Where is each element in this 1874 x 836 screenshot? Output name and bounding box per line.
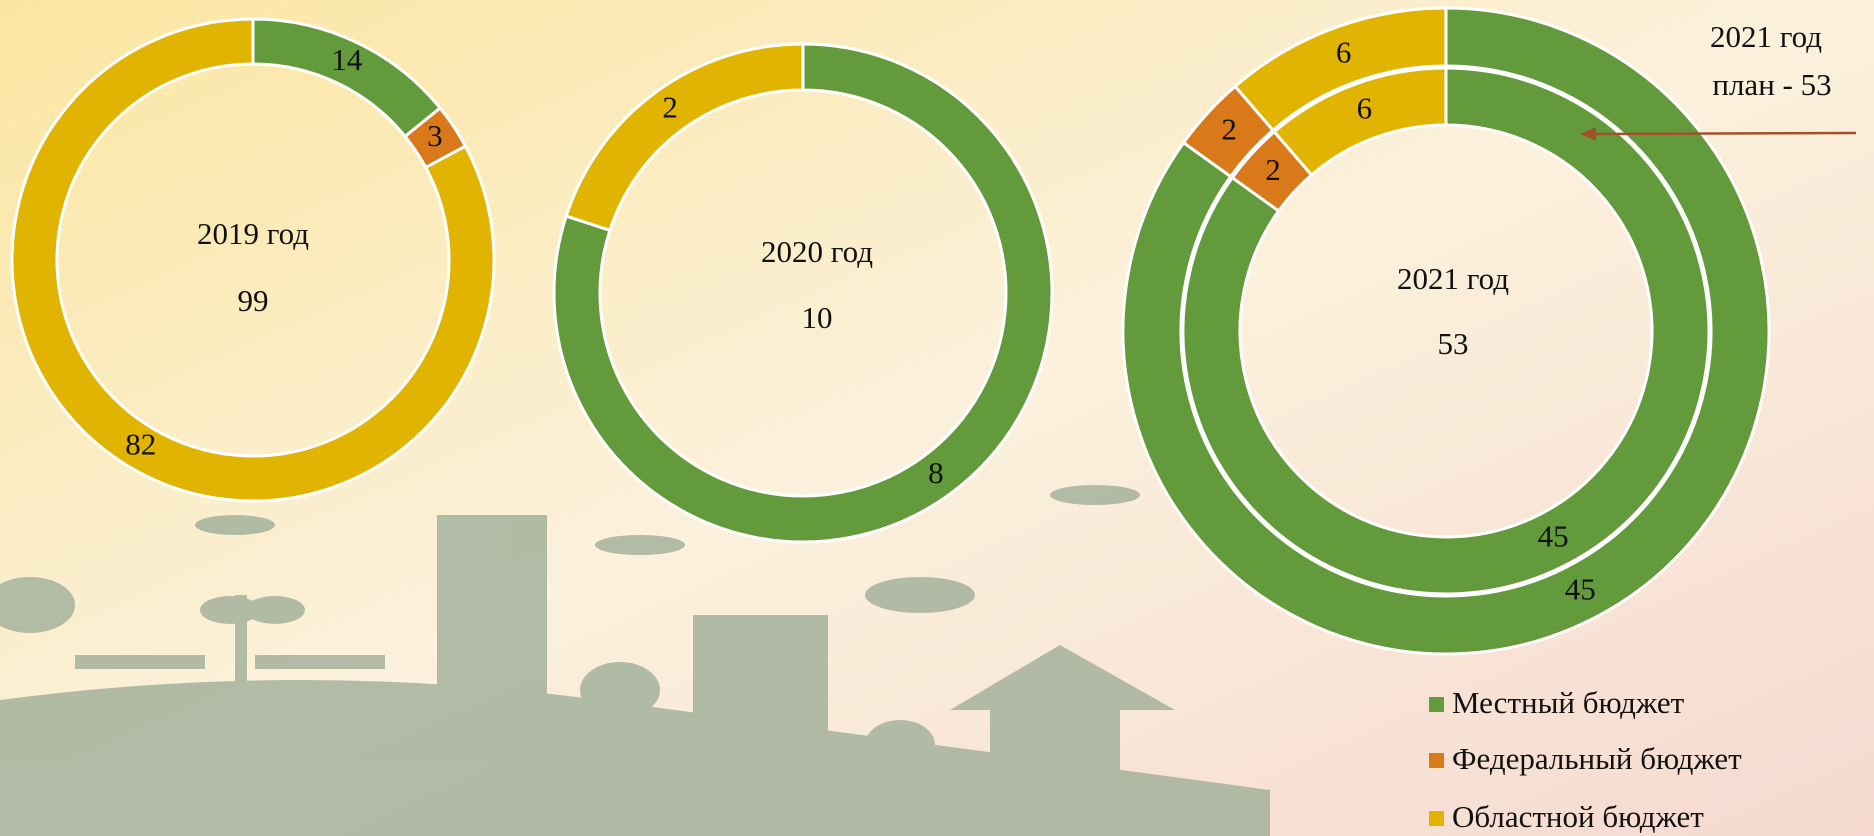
data-label: 3	[427, 118, 443, 153]
data-label: 14	[331, 42, 363, 77]
annotation-arrow	[1591, 131, 1857, 136]
center-total: 53	[1438, 326, 1469, 361]
donut-segment	[1272, 66, 1448, 178]
data-label: 45	[1538, 519, 1569, 554]
donut-segment	[552, 42, 1054, 544]
donut-segment	[1233, 6, 1448, 133]
center-total: 10	[802, 300, 833, 335]
legend-swatch	[1429, 753, 1444, 768]
data-label: 8	[928, 455, 944, 490]
data-label: 2	[1221, 112, 1237, 147]
donut-segment	[564, 42, 805, 233]
data-label: 2	[662, 89, 678, 124]
city-silhouette	[0, 485, 1270, 836]
data-label: 45	[1565, 572, 1596, 607]
center-title: 2021 год	[1397, 261, 1509, 296]
annotation: 2021 год	[1710, 19, 1822, 54]
data-label: 2	[1265, 152, 1281, 187]
donut-segment	[10, 17, 496, 503]
legend-label: Местный бюджет	[1452, 685, 1685, 720]
donut-segment	[1121, 6, 1771, 656]
center-title: 2019 год	[197, 216, 309, 251]
legend-label: Областной бюджет	[1452, 799, 1704, 834]
legend-swatch	[1429, 697, 1444, 712]
annotation-arrowhead	[1580, 127, 1596, 141]
legend-label: Федеральный бюджет	[1452, 741, 1742, 776]
donut-segment	[1181, 66, 1711, 596]
data-label: 6	[1336, 35, 1352, 70]
legend-swatch	[1429, 811, 1444, 826]
data-label: 82	[125, 427, 156, 462]
data-label: 6	[1357, 90, 1373, 125]
center-title: 2020 год	[761, 234, 873, 269]
annotation: план - 53	[1712, 67, 1831, 102]
legend: Местный бюджет Федеральный бюджет Област…	[1429, 685, 1742, 834]
center-total: 99	[238, 283, 269, 318]
